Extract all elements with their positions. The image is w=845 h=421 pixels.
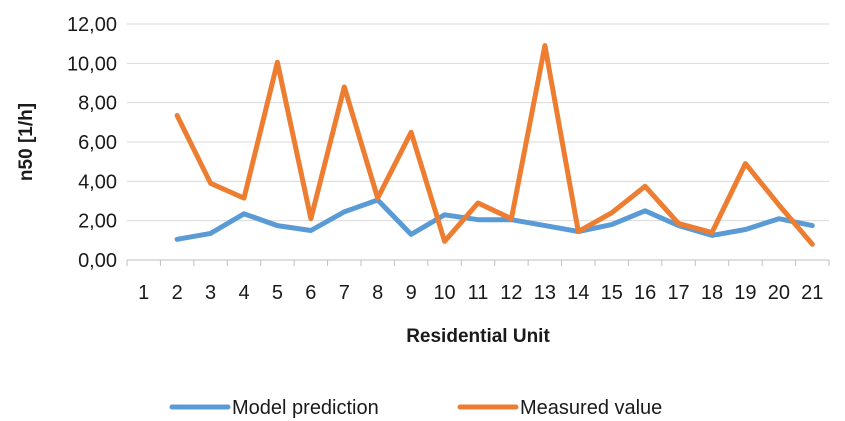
y-tick-label: 0,00 <box>78 250 117 272</box>
x-tick-label: 4 <box>238 282 249 304</box>
x-tick-label: 17 <box>667 282 689 304</box>
data-point-measured-value <box>308 216 313 221</box>
data-point-measured-value <box>576 229 581 234</box>
data-point-measured-value <box>810 242 815 247</box>
x-tick-label: 3 <box>205 282 216 304</box>
data-point-model-prediction <box>743 227 748 232</box>
data-point-model-prediction <box>643 208 648 213</box>
series-line-model-prediction <box>174 197 815 242</box>
data-point-measured-value <box>710 230 715 235</box>
data-point-measured-value <box>342 84 347 89</box>
data-point-model-prediction <box>542 223 547 228</box>
series-layer <box>174 43 815 247</box>
grid-layer <box>127 23 829 222</box>
y-tick-label: 4,00 <box>78 171 117 193</box>
data-point-model-prediction <box>609 222 614 227</box>
legend-item-model-prediction: Model prediction <box>169 397 379 419</box>
x-tick-label: 20 <box>768 282 790 304</box>
data-point-measured-value <box>509 216 514 221</box>
x-tick-label: 6 <box>305 282 316 304</box>
legend-label-model-prediction: Model prediction <box>232 397 379 419</box>
data-point-measured-value <box>643 184 648 189</box>
data-point-model-prediction <box>242 211 247 216</box>
data-point-measured-value <box>442 239 447 244</box>
x-tick-label: 11 <box>468 282 489 304</box>
x-tick-label: 2 <box>172 282 183 304</box>
data-point-model-prediction <box>275 223 280 228</box>
x-axis-title: Residential Unit <box>406 326 550 347</box>
data-point-model-prediction <box>810 223 815 228</box>
data-point-measured-value <box>208 181 213 186</box>
y-axis-title: n50 [1/h] <box>16 103 37 181</box>
data-point-model-prediction <box>208 231 213 236</box>
data-point-model-prediction <box>776 216 781 221</box>
x-tick-label: 19 <box>734 282 756 304</box>
data-point-model-prediction <box>175 237 180 242</box>
x-tick-label: 16 <box>634 282 656 304</box>
data-point-measured-value <box>542 43 547 48</box>
data-point-measured-value <box>242 196 247 201</box>
data-point-model-prediction <box>308 228 313 233</box>
x-tick-label: 9 <box>406 282 417 304</box>
x-tick-label: 10 <box>433 282 455 304</box>
x-tick-label: 1 <box>138 282 149 304</box>
x-tick-label: 5 <box>272 282 283 304</box>
y-tick-label: 8,00 <box>78 93 117 115</box>
y-tick-label: 6,00 <box>78 132 117 154</box>
x-tick-label: 15 <box>601 282 623 304</box>
x-tick-label: 13 <box>534 282 556 304</box>
x-tick-label: 12 <box>500 282 522 304</box>
series-line-measured-value <box>174 43 815 247</box>
y-tick-label: 10,00 <box>67 53 117 75</box>
data-point-measured-value <box>409 130 414 135</box>
data-point-model-prediction <box>476 217 481 222</box>
data-point-measured-value <box>175 113 180 118</box>
data-point-measured-value <box>676 221 681 226</box>
x-tick-label: 7 <box>339 282 350 304</box>
data-point-model-prediction <box>442 212 447 217</box>
data-point-measured-value <box>743 161 748 166</box>
y-tick-label: 12,00 <box>67 14 117 36</box>
data-point-measured-value <box>476 200 481 205</box>
data-point-measured-value <box>609 210 614 215</box>
legend-item-measured-value: Measured value <box>457 397 662 419</box>
y-tick-label: 2,00 <box>78 211 117 233</box>
data-point-model-prediction <box>409 232 414 237</box>
data-point-measured-value <box>275 60 280 65</box>
x-tick-label: 14 <box>567 282 589 304</box>
data-point-measured-value <box>375 196 380 201</box>
legend-label-measured-value: Measured value <box>520 397 662 419</box>
data-point-model-prediction <box>342 209 347 214</box>
x-tick-label: 21 <box>801 282 823 304</box>
x-tick-label: 8 <box>372 282 383 304</box>
data-point-measured-value <box>776 202 781 207</box>
x-tick-label: 18 <box>701 282 723 304</box>
legend: Model prediction Measured value <box>169 397 662 419</box>
